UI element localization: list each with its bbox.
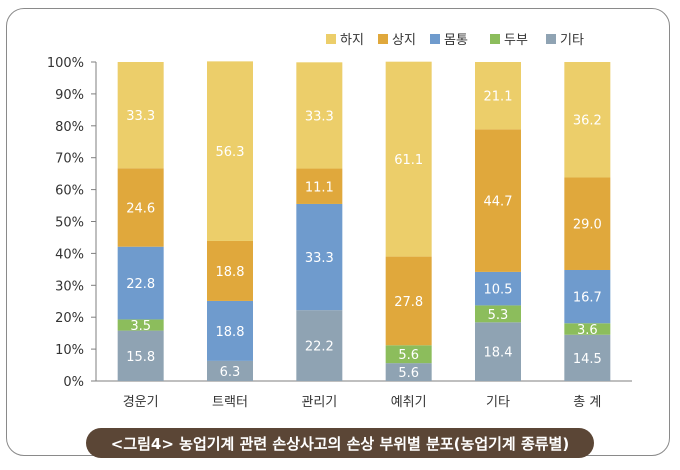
bar-segment [475,305,521,323]
x-tick-label: 총 계 [573,395,601,410]
legend-swatch [378,34,388,44]
data-label: 33.3 [126,109,155,124]
data-label: 15.8 [126,350,155,365]
legend-label: 두부 [504,33,528,48]
data-label: 27.8 [394,295,423,310]
data-label: 11.1 [305,180,334,195]
bar-segment [564,269,611,324]
bar-segment [207,61,253,241]
data-label: 3.6 [577,323,598,338]
data-label: 5.6 [398,366,419,381]
bar-segment [475,322,521,381]
x-tick-label: 관리기 [301,395,337,410]
data-label: 22.2 [305,340,334,355]
legend-label: 하지 [340,33,364,48]
legend-label: 몸통 [444,33,468,48]
legend-label: 기타 [560,33,584,48]
bar-segment [207,300,253,361]
data-label: 33.3 [305,109,334,124]
bar-segment [117,246,164,320]
data-label: 33.3 [305,251,334,266]
legend-swatch [430,34,440,44]
data-label: 56.3 [216,145,245,160]
bar-segment [385,345,432,364]
legend-label: 상지 [392,33,416,48]
y-tick-label: 80% [55,120,84,135]
data-label: 16.7 [573,291,602,306]
y-tick-label: 20% [55,311,84,326]
legend-swatch [546,34,556,44]
bar-segment [475,129,521,272]
bar-segment [564,323,611,335]
data-label: 44.7 [484,195,513,210]
data-label: 21.1 [484,90,513,105]
data-label: 61.1 [394,153,423,168]
data-label: 36.2 [573,114,602,129]
bar-segment [296,168,343,204]
bar-segment [296,203,343,311]
bar-segment [207,360,253,381]
bar-segment [564,334,611,381]
bar-segment [207,240,253,301]
y-tick-label: 10% [55,343,84,358]
data-label: 3.5 [130,319,151,334]
legend-swatch [326,34,336,44]
bar-segment [296,310,343,381]
data-label: 14.5 [573,352,602,367]
bar-segment [385,61,432,257]
y-tick-label: 50% [55,216,84,231]
bar-segment [117,330,164,381]
y-tick-label: 0% [63,375,84,390]
chart-caption: <그림4> 농업기계 관련 손상사고의 손상 부위별 분포(농업기계 종류별) [86,428,594,458]
data-label: 10.5 [484,283,513,298]
bar-segment [296,62,343,169]
y-tick-label: 100% [47,56,84,71]
data-label: 6.3 [220,365,241,380]
y-tick-label: 40% [55,247,84,262]
y-tick-label: 70% [55,152,84,167]
data-label: 24.6 [126,201,155,216]
bar-segment [475,62,521,130]
y-tick-label: 90% [55,88,84,103]
data-label: 18.8 [216,325,245,340]
bar-segment [117,319,164,331]
y-tick-label: 30% [55,279,84,294]
bar-segment [117,62,164,169]
bar-segment [564,177,611,270]
x-tick-label: 트랙터 [212,395,248,410]
bar-segment [385,256,432,346]
y-tick-label: 60% [55,184,84,199]
x-tick-label: 기타 [486,395,510,410]
data-label: 18.4 [484,346,513,361]
bar-segment [564,62,611,178]
data-label: 29.0 [573,218,602,233]
bar-segment [475,271,521,306]
bar-segment [385,363,432,381]
data-label: 5.6 [398,348,419,363]
bar-segment [117,168,164,247]
data-label: 5.3 [488,308,509,323]
x-tick-label: 경운기 [123,395,159,410]
data-label: 18.8 [216,265,245,280]
data-label: 22.8 [126,277,155,292]
x-tick-label: 예취기 [391,395,427,410]
legend-swatch [490,34,500,44]
